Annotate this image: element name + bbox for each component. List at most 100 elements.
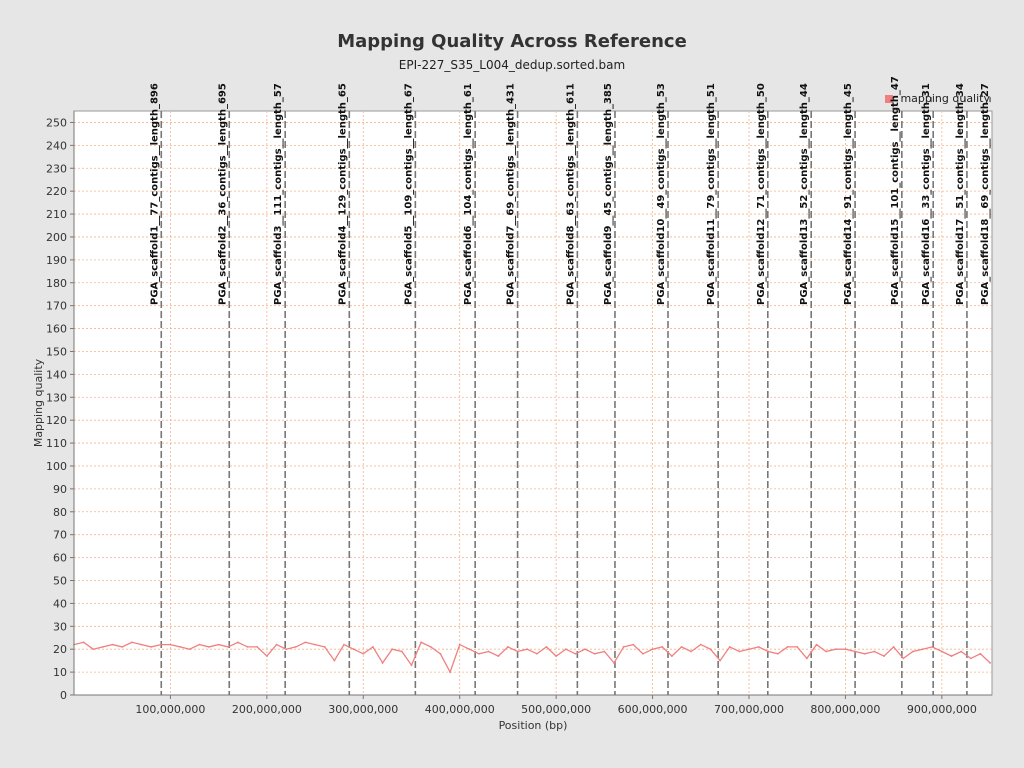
data-point xyxy=(459,644,461,646)
data-point xyxy=(478,653,480,655)
contig-label: PGA_scaffold17__51_contigs__length_34 xyxy=(955,83,966,305)
data-point xyxy=(372,646,374,648)
y-tick-label: 100 xyxy=(46,460,67,473)
y-tick-label: 50 xyxy=(53,574,67,587)
data-point xyxy=(613,662,615,664)
contig-label: PGA_scaffold13__52_contigs__length_44 xyxy=(799,83,810,305)
y-tick-label: 90 xyxy=(53,483,67,496)
data-point xyxy=(777,653,779,655)
data-point xyxy=(401,651,403,653)
data-point xyxy=(816,644,818,646)
data-point xyxy=(237,641,239,643)
data-point xyxy=(131,641,133,643)
data-point xyxy=(873,651,875,653)
y-tick-label: 220 xyxy=(46,185,67,198)
data-point xyxy=(893,646,895,648)
data-point xyxy=(980,653,982,655)
y-tick-label: 170 xyxy=(46,300,67,313)
data-point xyxy=(854,651,856,653)
data-point xyxy=(603,651,605,653)
data-point xyxy=(575,653,577,655)
data-point xyxy=(671,655,673,657)
contig-label: PGA_scaffold12__71_contigs__length_50 xyxy=(756,83,767,305)
data-point xyxy=(845,648,847,650)
data-point xyxy=(796,646,798,648)
contig-label: PGA_scaffold18__69_contigs__length_27 xyxy=(980,83,991,305)
y-tick-label: 0 xyxy=(60,689,67,702)
y-tick-label: 230 xyxy=(46,162,67,175)
x-tick-label: 300,000,000 xyxy=(328,703,398,716)
data-point xyxy=(179,646,181,648)
x-tick-label: 700,000,000 xyxy=(714,703,784,716)
x-tick-label: 200,000,000 xyxy=(232,703,302,716)
data-point xyxy=(305,641,307,643)
y-tick-label: 210 xyxy=(46,208,67,221)
contig-label: PGA_scaffold7__69_contigs__length_431 xyxy=(506,83,517,305)
contig-label: PGA_scaffold2__36_contigs__length_695 xyxy=(217,83,228,305)
data-point xyxy=(430,646,432,648)
data-point xyxy=(497,655,499,657)
data-point xyxy=(922,648,924,650)
data-point xyxy=(632,644,634,646)
data-point xyxy=(825,651,827,653)
data-point xyxy=(314,644,316,646)
data-point xyxy=(931,646,933,648)
data-point xyxy=(661,646,663,648)
contig-label: PGA_scaffold1__77_contigs__length_896 xyxy=(149,83,160,305)
contig-label: PGA_scaffold9__45_contigs__length_385 xyxy=(603,83,614,305)
y-tick-label: 180 xyxy=(46,277,67,290)
data-point xyxy=(468,648,470,650)
y-axis-label: Mapping quality xyxy=(32,358,45,447)
data-point xyxy=(555,655,557,657)
y-tick-label: 60 xyxy=(53,552,67,565)
data-point xyxy=(690,651,692,653)
y-tick-label: 110 xyxy=(46,437,67,450)
contig-label: PGA_scaffold16__33_contigs__length_31 xyxy=(921,83,932,305)
data-point xyxy=(883,655,885,657)
contig-label: PGA_scaffold5__109_contigs__length_67 xyxy=(403,83,414,305)
data-point xyxy=(951,655,953,657)
data-point xyxy=(198,644,200,646)
data-point xyxy=(295,646,297,648)
data-point xyxy=(362,653,364,655)
data-point xyxy=(440,653,442,655)
data-point xyxy=(584,648,586,650)
data-point xyxy=(864,653,866,655)
data-point xyxy=(83,641,85,643)
data-point xyxy=(121,646,123,648)
contig-label: PGA_scaffold6__104_contigs__length_61 xyxy=(463,83,474,305)
data-point xyxy=(719,660,721,662)
data-point xyxy=(507,646,509,648)
x-tick-label: 900,000,000 xyxy=(907,703,977,716)
contig-label: PGA_scaffold10__49_contigs__length_53 xyxy=(656,83,667,305)
data-point xyxy=(902,657,904,659)
data-point xyxy=(170,644,172,646)
data-point xyxy=(343,644,345,646)
x-tick-label: 400,000,000 xyxy=(425,703,495,716)
data-point xyxy=(227,646,229,648)
data-point xyxy=(353,648,355,650)
data-point xyxy=(623,646,625,648)
data-point xyxy=(594,653,596,655)
contig-label: PGA_scaffold11__79_contigs__length_51 xyxy=(706,83,717,305)
data-point xyxy=(189,648,191,650)
y-tick-label: 120 xyxy=(46,414,67,427)
data-point xyxy=(266,655,268,657)
data-point xyxy=(700,644,702,646)
data-point xyxy=(517,651,519,653)
data-point xyxy=(160,644,162,646)
data-point xyxy=(835,648,837,650)
data-point xyxy=(729,646,731,648)
x-tick-label: 600,000,000 xyxy=(618,703,688,716)
data-point xyxy=(970,657,972,659)
data-point xyxy=(681,646,683,648)
y-tick-label: 160 xyxy=(46,323,67,336)
data-point xyxy=(941,651,943,653)
y-tick-label: 40 xyxy=(53,597,67,610)
y-tick-label: 10 xyxy=(53,666,67,679)
data-point xyxy=(758,646,760,648)
x-axis-label: Position (bp) xyxy=(499,719,568,732)
data-point xyxy=(150,646,152,648)
y-tick-label: 190 xyxy=(46,254,67,267)
